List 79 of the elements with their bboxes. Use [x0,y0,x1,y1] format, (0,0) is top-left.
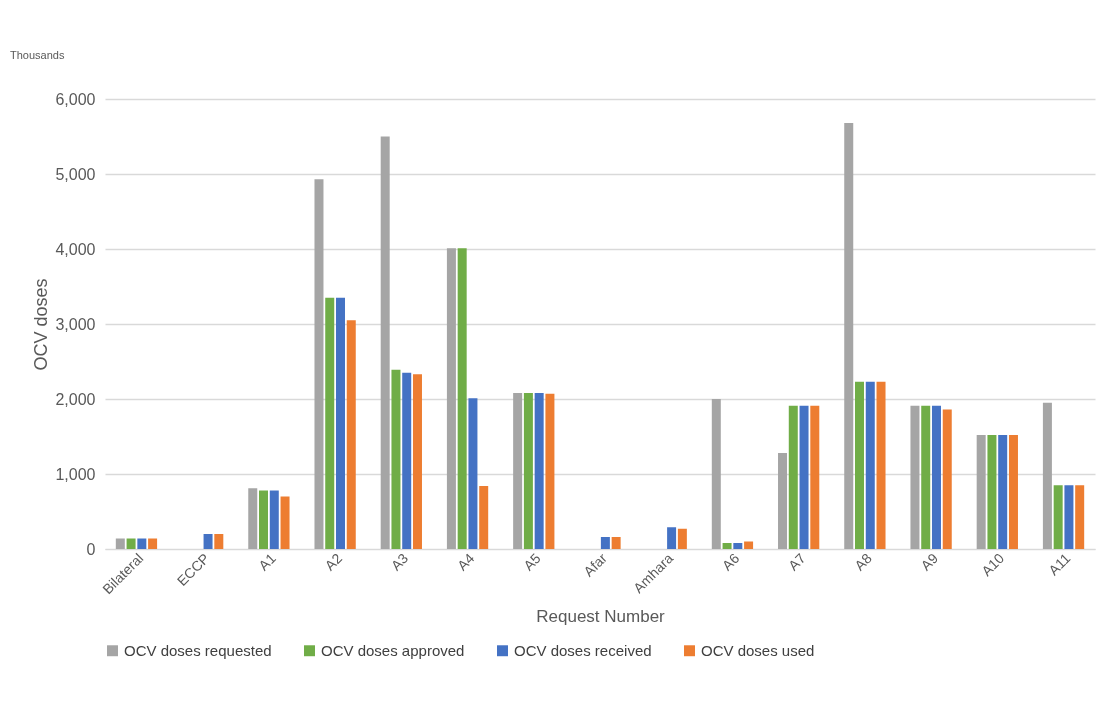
bar [1053,485,1063,549]
bar [402,372,412,549]
bar [468,398,478,549]
bar [722,543,732,549]
bar [214,534,224,549]
bar [148,538,158,549]
x-tick-label: A10 [978,549,1008,580]
bar [744,541,754,549]
bar [778,453,788,549]
bar [921,405,931,549]
y-axis-title: OCV doses [31,278,52,371]
bar [534,393,544,549]
bar [346,320,356,549]
bar [280,496,290,549]
y-tick-label: 6,000 [55,90,96,108]
y-tick-label: 2,000 [55,390,96,408]
bar [513,393,523,549]
x-tick-label: A11 [1045,549,1074,579]
legend-label: OCV doses requested [124,641,272,659]
bar [711,399,721,549]
y-tick-label: 5,000 [55,165,96,183]
legend-label: OCV doses received [514,641,652,659]
x-tick-label: A1 [255,549,279,574]
bar [677,528,687,549]
bar [810,405,820,549]
x-tick-label: A8 [851,549,875,574]
x-tick-label: A7 [785,549,809,574]
x-tick-label: A9 [917,549,942,574]
legend-label: OCV doses used [701,641,815,659]
bar [733,543,743,549]
bar [137,538,147,549]
bar [976,435,986,549]
bar [412,374,422,549]
bar [1042,402,1052,549]
bar [799,405,809,549]
bar [931,405,941,549]
bar [1075,485,1085,549]
bar [788,405,798,549]
bar [876,381,886,549]
bar [126,538,136,549]
bar [325,297,335,549]
legend-label: OCV doses approved [321,641,465,659]
bar [611,537,621,549]
bar [865,381,875,549]
bar [844,123,854,549]
x-tick-label: A4 [454,549,478,574]
bar [942,409,952,549]
bar [987,435,997,549]
bar [667,527,677,549]
bar [479,486,489,549]
bar [545,393,555,549]
x-tick-label: A6 [718,549,743,574]
bar [259,490,269,549]
bar [1064,485,1074,549]
y-tick-label: 1,000 [55,465,96,483]
x-axis-title: Request Number [536,607,666,627]
bar [457,248,467,549]
text: Thousands [10,49,65,61]
bar [391,369,401,549]
bar [1008,435,1018,549]
x-tick-label: A3 [387,549,412,574]
bar [203,534,213,549]
bar [910,405,920,549]
bar [269,490,279,549]
y-tick-label: 0 [86,540,96,558]
x-tick-label: A2 [321,549,346,574]
y-tick-label: 3,000 [55,315,96,333]
bar [336,297,345,549]
bar [855,381,864,549]
y-tick-label: 4,000 [55,240,96,258]
bar [523,393,533,549]
bar [248,488,258,549]
bar [115,538,125,549]
x-tick-label: A5 [520,549,544,574]
bar [600,537,610,549]
bar [314,179,324,549]
bar [998,435,1008,549]
bar [380,136,390,549]
bar [446,248,456,549]
